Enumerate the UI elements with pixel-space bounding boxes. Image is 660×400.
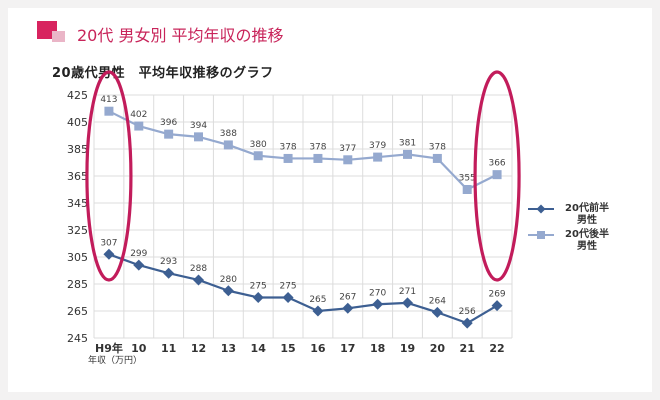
y-tick-label: 285 [67,278,88,291]
x-tick-label: 13 [221,342,236,355]
x-tick-label: 20 [430,342,446,355]
series-line-0 [108,110,498,191]
x-tick-label: 11 [161,342,176,355]
y-tick-label: 405 [67,116,88,129]
data-point-square [432,153,442,163]
legend-label: 20代後半 男性 [565,229,609,252]
data-label: 377 [339,144,356,154]
data-label: 256 [459,307,476,317]
square-marker-icon [528,231,554,239]
data-point-diamond [312,305,324,317]
x-tick-label: H9年 [95,341,123,355]
data-point-square [343,155,353,165]
data-point-diamond [342,302,354,314]
data-point-diamond [222,285,234,297]
diamond-marker-icon [528,204,554,214]
data-label: 379 [369,141,386,151]
data-label: 413 [100,95,117,105]
data-label: 394 [190,121,207,131]
page-title: 20代 男女別 平均年収の推移 [77,26,284,45]
data-point-diamond [163,267,175,279]
data-point-square [194,132,203,142]
data-point-square [373,152,383,162]
chart-title: 20歳代男性 平均年収推移のグラフ [52,66,274,81]
chart-card [8,8,652,392]
data-label: 271 [399,287,416,297]
data-point-diamond [252,292,264,303]
y-tick-label: 245 [67,332,88,345]
series-line-1 [108,253,498,325]
x-tick-label: 18 [370,342,385,355]
data-point-diamond [103,248,115,260]
data-label: 378 [309,142,326,152]
data-label: 355 [459,174,476,184]
data-label: 402 [130,110,147,120]
data-label: 275 [250,282,267,292]
data-label: 378 [429,142,446,152]
data-point-square [134,121,144,131]
x-tick-label: 10 [131,342,147,355]
data-label: 269 [488,290,505,300]
data-label: 388 [220,129,237,139]
data-point-square [223,140,233,150]
legend-label: 20代前半 男性 [565,203,609,226]
data-point-diamond [193,274,204,286]
legend-item-late-20s: 20代後半 男性 [528,229,618,253]
data-label: 265 [309,295,326,305]
heading-marker-icon [37,20,73,48]
x-tick-label: 12 [191,342,206,355]
x-tick-label: 19 [400,342,415,355]
y-tick-label: 345 [67,197,88,210]
data-label: 270 [369,288,386,298]
data-label: 380 [250,140,267,150]
x-tick-label: 15 [280,342,295,355]
y-unit-label: 年収（万円） [88,356,143,366]
x-tick-label: 17 [340,342,355,355]
data-point-square [104,106,114,116]
data-point-diamond [491,300,503,312]
data-label: 366 [488,159,505,169]
data-point-square [164,129,174,139]
x-tick-label: 21 [460,342,475,355]
data-point-square [462,185,472,194]
data-label: 396 [160,118,177,128]
y-tick-label: 265 [67,305,88,318]
data-point-square [253,151,263,161]
data-point-diamond [282,292,294,303]
data-label: 307 [100,238,117,248]
x-tick-label: 14 [251,342,267,355]
data-point-diamond [402,297,413,309]
data-label: 378 [279,142,296,152]
page-heading: 20代 男女別 平均年収の推移 [37,20,284,48]
data-label: 293 [160,257,177,267]
data-label: 288 [190,264,207,274]
data-label: 280 [220,275,237,285]
x-tick-label: 16 [310,342,326,355]
data-point-diamond [133,259,145,271]
data-label: 264 [429,296,446,306]
legend-item-early-20s: 20代前半 男性 [528,203,618,227]
y-tick-label: 305 [67,251,88,264]
data-label: 275 [279,282,296,292]
y-tick-label: 385 [67,143,88,156]
data-point-diamond [431,306,443,318]
data-point-square [403,149,412,159]
highlight-ellipse [473,70,521,282]
data-point-diamond [372,298,384,310]
y-tick-label: 425 [67,89,88,102]
data-point-square [492,170,502,180]
x-tick-label: 22 [489,342,504,355]
y-tick-label: 325 [67,224,88,237]
data-label: 267 [339,292,356,302]
data-point-square [283,153,293,163]
data-point-diamond [461,317,473,329]
y-tick-label: 365 [67,170,88,183]
data-label: 299 [130,249,147,259]
highlight-ellipse [85,70,133,282]
data-label: 381 [399,138,416,148]
data-point-square [313,153,323,163]
